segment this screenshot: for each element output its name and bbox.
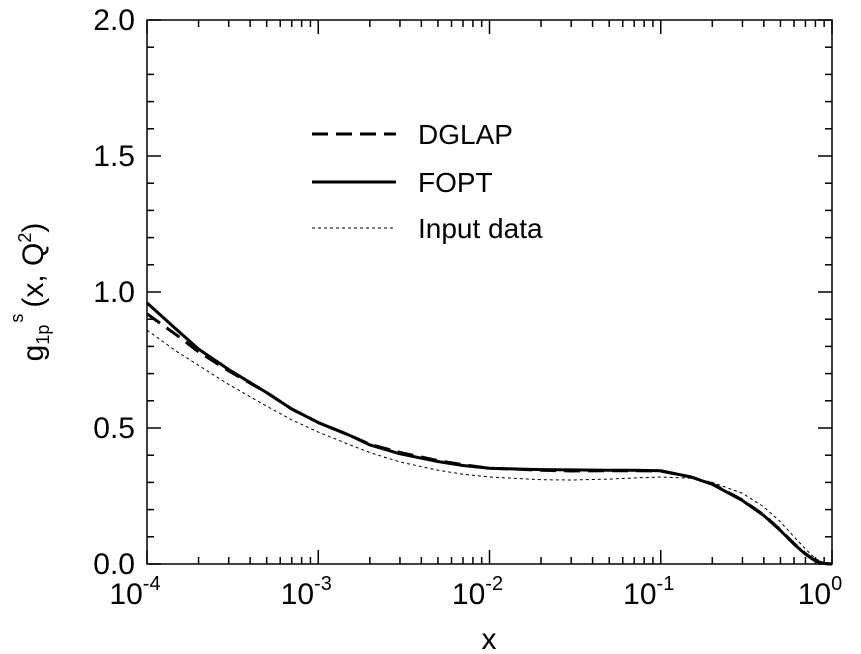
x-tick-labels: 10-4 10-3 10-2 10-1 100: [109, 573, 842, 611]
legend-label: DGLAP: [418, 119, 513, 150]
y-tick-label: 0.5: [93, 412, 135, 445]
x-axis-title: x: [482, 623, 497, 654]
plot-frame: [146, 19, 833, 565]
x-tick-label: 100: [798, 573, 843, 611]
series-line-dglap: [146, 312, 833, 566]
legend-label: FOPT: [418, 167, 493, 198]
series-lines: [145, 301, 833, 566]
y-tick-label: 0.0: [93, 548, 135, 581]
x-tick-label: 10-1: [623, 573, 674, 611]
axis-ticks: [146, 19, 833, 565]
series-line-input-data: [146, 329, 833, 565]
y-tick-label: 1.5: [93, 140, 135, 173]
series-line-fopt: [145, 301, 833, 566]
y-axis-title: g1ps(x, Q2): [7, 223, 53, 362]
y-tick-label: 2.0: [93, 4, 135, 37]
y-tick-labels: 0.0 0.5 1.0 1.5 2.0: [93, 4, 135, 581]
legend-label: Input data: [418, 213, 543, 244]
x-tick-label: 10-3: [281, 573, 332, 611]
y-tick-label: 1.0: [93, 276, 135, 309]
legend: DGLAP FOPT Input data: [312, 119, 543, 244]
x-tick-label: 10-2: [452, 573, 503, 611]
x-tick-label: 10-4: [109, 573, 160, 611]
